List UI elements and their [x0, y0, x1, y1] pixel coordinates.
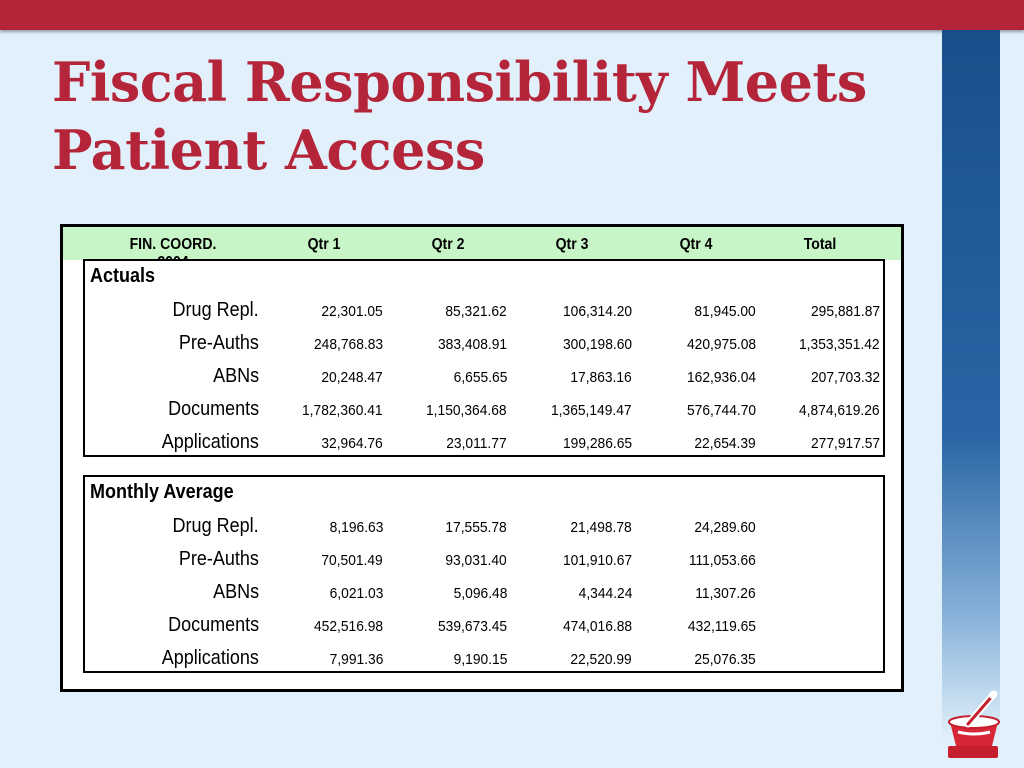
cell-total: 207,703.32 — [810, 369, 880, 386]
cell-total: 295,881.87 — [810, 303, 880, 320]
cell-qtr-3: 101,910.67 — [562, 552, 632, 569]
cell-qtr-3: 21,498.78 — [570, 519, 632, 536]
table-row: Drug Repl. 22,301.05 85,321.62 106,314.2… — [85, 294, 883, 327]
slide-title-line-1: Fiscal Responsibility Meets — [52, 50, 867, 114]
cell-qtr-2: 93,031.40 — [445, 552, 507, 569]
cell-qtr-4: 24,289.60 — [694, 519, 756, 536]
header-qtr-3: Qtr 3 — [555, 236, 589, 253]
row-label: Drug Repl. — [172, 515, 259, 537]
table-header-row: FIN. COORD. 2004 Qtr 1 Qtr 2 Qtr 3 Qtr 4… — [63, 227, 901, 271]
cell-qtr-1: 6,021.03 — [329, 585, 383, 602]
row-label: Pre-Auths — [178, 332, 259, 354]
table-row: ABNs 20,248.47 6,655.65 17,863.16 162,93… — [85, 360, 883, 393]
cell-qtr-2: 1,150,364.68 — [426, 402, 507, 419]
row-label: Documents — [167, 614, 259, 636]
cell-qtr-1: 452,516.98 — [313, 618, 383, 635]
cell-qtr-1: 7,991.36 — [329, 651, 383, 668]
cell-qtr-2: 17,555.78 — [445, 519, 507, 536]
cell-qtr-4: 111,053.66 — [688, 552, 756, 569]
cell-qtr-4: 576,744.70 — [686, 402, 756, 419]
row-label: Applications — [161, 647, 259, 669]
cell-qtr-4: 432,119.65 — [687, 618, 756, 635]
cell-qtr-4: 11,307.26 — [695, 585, 756, 602]
row-label: Documents — [167, 398, 259, 420]
slide-title-line-2: Patient Access — [52, 118, 485, 182]
cell-qtr-1: 248,768.83 — [313, 336, 383, 353]
slide-title: Fiscal Responsibility Meets Patient Acce… — [52, 48, 867, 184]
cell-qtr-3: 22,520.99 — [570, 651, 632, 668]
monthly-average-section: Monthly Average Drug Repl. 8,196.63 17,5… — [83, 475, 885, 673]
monthly-average-section-title: Monthly Average — [90, 481, 234, 503]
table-row: ABNs 6,021.03 5,096.48 4,344.24 11,307.2… — [85, 576, 883, 609]
row-label: Applications — [161, 431, 259, 453]
table-row: Applications 32,964.76 23,011.77 199,286… — [85, 426, 883, 459]
actuals-section-title: Actuals — [90, 265, 156, 287]
header-qtr-2: Qtr 2 — [431, 236, 465, 253]
cell-qtr-3: 1,365,149.47 — [551, 402, 632, 419]
cell-qtr-3: 106,314.20 — [562, 303, 632, 320]
header-qtr-4: Qtr 4 — [679, 236, 713, 253]
side-accent-bar — [942, 30, 1000, 768]
table-row: Pre-Auths 70,501.49 93,031.40 101,910.67… — [85, 543, 883, 576]
table-row: Applications 7,991.36 9,190.15 22,520.99… — [85, 642, 883, 675]
cell-qtr-3: 4,344.24 — [578, 585, 632, 602]
mortar-and-pestle-icon — [948, 690, 1000, 758]
cell-qtr-4: 22,654.39 — [694, 435, 756, 452]
cell-qtr-2: 539,673.45 — [437, 618, 507, 635]
cell-qtr-3: 300,198.60 — [562, 336, 632, 353]
cell-qtr-1: 20,248.47 — [321, 369, 383, 386]
row-label: Pre-Auths — [178, 548, 259, 570]
cell-qtr-1: 22,301.05 — [321, 303, 383, 320]
table-row: Pre-Auths 248,768.83 383,408.91 300,198.… — [85, 327, 883, 360]
table-row: Documents 452,516.98 539,673.45 474,016.… — [85, 609, 883, 642]
cell-qtr-1: 70,501.49 — [321, 552, 383, 569]
cell-qtr-3: 17,863.16 — [570, 369, 632, 386]
table-row: Drug Repl. 8,196.63 17,555.78 21,498.78 … — [85, 510, 883, 543]
cell-total: 1,353,351.42 — [799, 336, 880, 353]
cell-qtr-1: 8,196.63 — [329, 519, 383, 536]
cell-qtr-4: 162,936.04 — [686, 369, 756, 386]
cell-qtr-2: 383,408.91 — [437, 336, 507, 353]
cell-qtr-1: 32,964.76 — [321, 435, 383, 452]
top-accent-bar — [0, 0, 1024, 30]
cell-qtr-3: 474,016.88 — [562, 618, 632, 635]
cell-total: 277,917.57 — [810, 435, 880, 452]
cell-qtr-2: 5,096.48 — [453, 585, 507, 602]
header-qtr-1: Qtr 1 — [307, 236, 341, 253]
cell-qtr-2: 23,011.77 — [446, 435, 507, 452]
row-label: Drug Repl. — [172, 299, 259, 321]
table-row: Documents 1,782,360.41 1,150,364.68 1,36… — [85, 393, 883, 426]
cell-qtr-1: 1,782,360.41 — [302, 402, 383, 419]
actuals-section: Actuals Drug Repl. 22,301.05 85,321.62 1… — [83, 259, 885, 457]
cell-qtr-4: 81,945.00 — [694, 303, 756, 320]
row-label: ABNs — [212, 365, 259, 387]
cell-qtr-2: 85,321.62 — [445, 303, 507, 320]
cell-qtr-2: 6,655.65 — [453, 369, 507, 386]
cell-qtr-4: 420,975.08 — [686, 336, 756, 353]
cell-total: 4,874,619.26 — [799, 402, 880, 419]
cell-qtr-4: 25,076.35 — [694, 651, 756, 668]
row-label: ABNs — [212, 581, 259, 603]
cell-qtr-2: 9,190.15 — [453, 651, 507, 668]
cell-qtr-3: 199,286.65 — [562, 435, 632, 452]
fiscal-table: FIN. COORD. 2004 Qtr 1 Qtr 2 Qtr 3 Qtr 4… — [60, 224, 904, 692]
header-total: Total — [803, 236, 837, 253]
